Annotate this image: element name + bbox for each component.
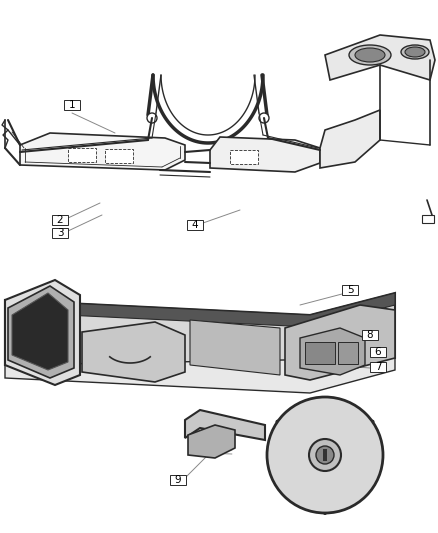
Bar	[323, 449, 327, 461]
Text: 9: 9	[175, 475, 181, 485]
Text: 2: 2	[57, 215, 64, 225]
Polygon shape	[325, 35, 435, 80]
Polygon shape	[82, 322, 185, 382]
Polygon shape	[5, 293, 395, 380]
Bar	[187, 220, 203, 230]
Ellipse shape	[349, 45, 391, 65]
Ellipse shape	[401, 45, 429, 59]
Bar	[68, 148, 96, 162]
Circle shape	[267, 397, 383, 513]
Bar	[305, 342, 335, 364]
Polygon shape	[5, 293, 395, 327]
Polygon shape	[185, 410, 265, 440]
Polygon shape	[210, 137, 320, 172]
Polygon shape	[20, 133, 185, 170]
Text: 8: 8	[367, 330, 373, 340]
Text: 3: 3	[57, 228, 64, 238]
Bar	[0, 268, 438, 533]
Polygon shape	[300, 328, 365, 375]
Ellipse shape	[405, 47, 425, 57]
Polygon shape	[320, 110, 380, 168]
Bar	[230, 150, 258, 164]
Bar	[170, 475, 186, 485]
Bar	[370, 362, 386, 372]
Circle shape	[316, 446, 334, 464]
Bar	[370, 347, 386, 357]
Polygon shape	[8, 286, 74, 378]
Text: 1: 1	[69, 100, 75, 110]
Circle shape	[259, 113, 269, 123]
Circle shape	[309, 439, 341, 471]
Polygon shape	[12, 293, 68, 370]
Polygon shape	[190, 320, 280, 375]
Bar	[0, 5, 438, 265]
Bar	[342, 285, 358, 295]
Bar	[338, 342, 358, 364]
Bar	[64, 100, 80, 110]
Text: 6: 6	[374, 347, 381, 357]
Text: 4: 4	[192, 220, 198, 230]
Text: 7: 7	[374, 362, 381, 372]
Ellipse shape	[355, 48, 385, 62]
Polygon shape	[5, 358, 395, 393]
Bar	[52, 215, 68, 225]
Polygon shape	[188, 425, 235, 458]
Polygon shape	[285, 305, 395, 380]
Bar	[422, 215, 434, 223]
Bar	[105, 149, 133, 163]
Bar	[52, 228, 68, 238]
Circle shape	[147, 113, 157, 123]
Bar	[362, 330, 378, 340]
Text: 5: 5	[347, 285, 353, 295]
Polygon shape	[5, 280, 80, 385]
